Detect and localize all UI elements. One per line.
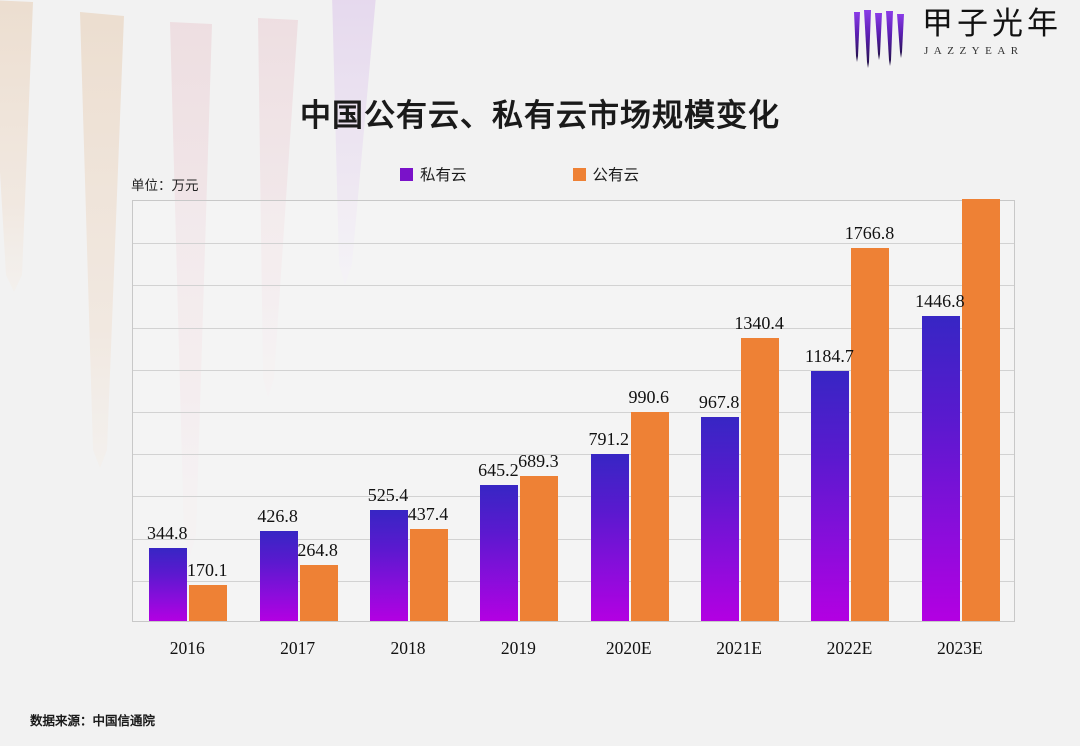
bar-value-label: 689.3: [518, 450, 559, 471]
bar-value-label: 344.8: [146, 523, 188, 544]
bar-public-cloud-2016[interactable]: [189, 585, 228, 621]
x-axis-tick-label-2021E: 2021E: [716, 638, 762, 658]
bar-private-cloud-2021E[interactable]: [701, 416, 740, 621]
bar-value-label: 1766.8: [844, 223, 895, 244]
bar-public-cloud-2017[interactable]: [299, 565, 338, 621]
gridline: [133, 412, 1014, 413]
x-axis-tick-label-2017: 2017: [280, 638, 316, 658]
gridline: [133, 369, 1014, 371]
bar-private-cloud-2016[interactable]: [149, 548, 188, 621]
bar-value-label: 525.4: [367, 485, 409, 506]
bar-value-label: 1184.7: [805, 346, 854, 367]
brand-logo: 甲子光年 JAZZYEAR: [852, 6, 1062, 72]
unit-label: 单位：万元: [131, 178, 199, 193]
bar-public-cloud-2018[interactable]: [409, 528, 448, 621]
legend-label: 私有云: [420, 167, 467, 184]
bar-private-cloud-2018[interactable]: [369, 510, 408, 621]
bar-public-cloud-2020E[interactable]: [630, 411, 669, 621]
bar-value-label: 264.8: [297, 540, 338, 561]
legend-swatch-icon: [400, 167, 413, 181]
x-axis-tick-label-2023E: 2023E: [936, 638, 983, 658]
x-axis-tick-label-2016: 2016: [169, 638, 205, 658]
bar-public-cloud-2021E[interactable]: [741, 338, 780, 621]
chart-legend: 私有云 公有云: [400, 163, 639, 185]
logo-english-name: JAZZYEAR: [924, 44, 1024, 57]
bar-public-cloud-2022E[interactable]: [851, 248, 890, 621]
bar-public-cloud-2023E[interactable]: [961, 199, 1000, 621]
bar-value-label: 437.4: [407, 503, 449, 524]
data-source-note: 数据来源：中国信通院: [30, 714, 156, 728]
gridline: [133, 454, 1014, 456]
gridline: [133, 538, 1014, 540]
gridline: [133, 580, 1014, 582]
legend-item-private-cloud[interactable]: 私有云: [400, 163, 467, 185]
legend-label: 公有云: [592, 167, 640, 184]
gridline: [133, 243, 1014, 245]
logo-chinese-name: 甲子光年: [922, 6, 1062, 41]
logo-spikes-icon: [854, 10, 904, 68]
bar-private-cloud-2017[interactable]: [259, 530, 298, 621]
bar-value-label: 426.8: [257, 505, 298, 526]
bar-value-label: 170.1: [186, 560, 228, 581]
bar-private-cloud-2019[interactable]: [480, 484, 519, 621]
x-axis-tick-label-2018: 2018: [390, 638, 426, 658]
legend-item-public-cloud[interactable]: 公有云: [572, 163, 640, 185]
bar-value-label: 990.6: [628, 386, 669, 407]
gridline: [133, 327, 1014, 329]
plot-area: [132, 199, 1015, 622]
bar-value-label: 1446.8: [915, 290, 965, 311]
chart-title: 中国公有云、私有云市场规模变化: [300, 98, 780, 133]
bar-private-cloud-2022E[interactable]: [811, 371, 850, 621]
bar-value-label: 791.2: [588, 429, 629, 450]
gridline: [133, 496, 1014, 498]
bar-private-cloud-2020E[interactable]: [590, 454, 629, 621]
bar-value-label: 967.8: [698, 391, 740, 412]
bar-value-label: 1340.4: [734, 313, 784, 334]
x-axis-tick-label-2020E: 2020E: [605, 638, 652, 658]
bar-public-cloud-2019[interactable]: [520, 475, 559, 621]
x-axis-tick-label-2022E: 2022E: [826, 638, 873, 658]
legend-swatch-icon: [572, 167, 586, 181]
gridline: [133, 285, 1014, 287]
x-axis-tick-label-2019: 2019: [500, 638, 536, 658]
bar-private-cloud-2023E[interactable]: [921, 315, 960, 621]
bar-value-label: 645.2: [478, 459, 519, 480]
